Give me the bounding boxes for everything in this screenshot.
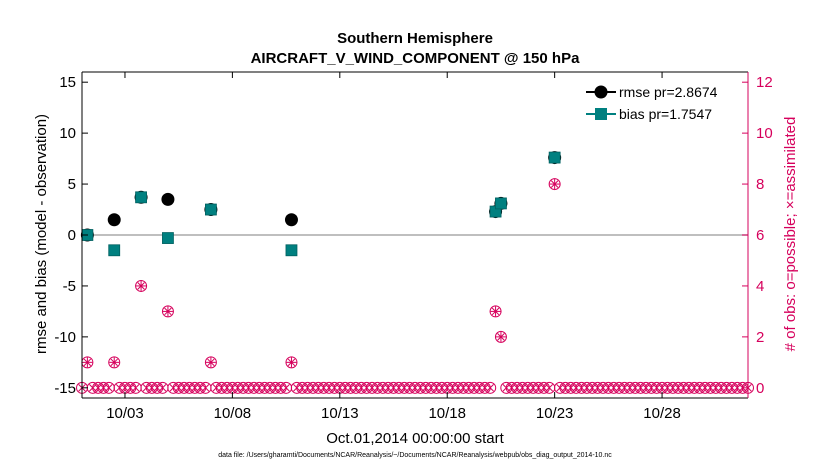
obs-count-marker xyxy=(285,356,298,369)
y-tick-label-right: 12 xyxy=(756,74,773,91)
obs-possible-circle xyxy=(204,356,217,369)
obs-count-marker xyxy=(494,330,507,343)
y-tick-label-left: 0 xyxy=(68,227,76,244)
x-tick-label: 10/23 xyxy=(536,405,574,422)
legend-bias-label: bias pr=1.7547 xyxy=(619,106,712,122)
obs-assimilated-cross xyxy=(282,384,290,392)
obs-possible-circle xyxy=(489,305,502,318)
x-tick-label: 10/13 xyxy=(321,405,359,422)
legend: rmse pr=2.8674 bias pr=1.7547 xyxy=(580,78,730,126)
y-tick-label-right: 8 xyxy=(756,176,764,193)
obs-possible-circle xyxy=(135,279,148,292)
y-tick-label-left: -10 xyxy=(54,329,76,346)
x-tick-label: 10/18 xyxy=(428,405,466,422)
bias-point xyxy=(285,244,298,257)
rmse-point xyxy=(107,213,121,227)
y-tick-label-right: 0 xyxy=(756,380,764,397)
obs-count-marker xyxy=(135,279,148,292)
obs-count-marker xyxy=(161,305,174,318)
obs-count-marker xyxy=(204,356,217,369)
axes: -15 -10 -5 0 5 10 15 0 2 4 6 8 10 12 10/03 10/08 10/13 10… xyxy=(54,71,773,422)
rmse-point xyxy=(284,213,298,227)
x-tick-label: 10/03 xyxy=(106,405,144,422)
obs-count-marker xyxy=(108,356,121,369)
chart-title-line-1: Southern Hemisphere xyxy=(337,30,493,47)
y-axis-label-left: rmse and bias (model - observation) xyxy=(33,114,50,354)
obs-assimilated-cross xyxy=(105,384,113,392)
obs-count-marker xyxy=(548,178,561,191)
y-tick-label-right: 4 xyxy=(756,278,764,295)
bias-point xyxy=(205,203,217,216)
y-tick-label-left: -15 xyxy=(54,380,76,397)
y-tick-label-right: 2 xyxy=(756,329,764,346)
data-file-footnote: data file: /Users/gharamti/Documents/NCA… xyxy=(218,452,612,459)
obs-assimilated-cross xyxy=(201,384,210,392)
bias-point xyxy=(548,151,561,164)
x-tick-label: 10/08 xyxy=(214,405,252,422)
obs-assimilated-cross xyxy=(486,384,494,392)
legend-rmse-marker xyxy=(594,85,608,99)
legend-bias-marker xyxy=(595,108,607,120)
bias-point xyxy=(135,191,147,204)
chart-title-line-2: AIRCRAFT_V_WIND_COMPONENT @ 150 hPa xyxy=(251,50,581,67)
obs-possible-circle xyxy=(161,305,174,318)
bias-point xyxy=(495,197,507,210)
obs-assimilated-cross xyxy=(158,384,167,392)
x-tick-label: 10/28 xyxy=(643,405,681,422)
y-tick-label-left: 5 xyxy=(68,176,76,193)
bias-point xyxy=(162,232,174,244)
x-axis-label: Oct.01,2014 00:00:00 start xyxy=(326,430,504,447)
y-tick-label-left: 15 xyxy=(59,74,76,91)
series-markers xyxy=(80,151,562,257)
obs-possible-circle xyxy=(484,381,497,394)
obs-possible-circle xyxy=(548,178,561,191)
obs-possible-circle xyxy=(285,356,298,369)
obs-count-markers xyxy=(76,178,754,394)
obs-count-marker xyxy=(489,305,502,318)
obs-assimilated-cross xyxy=(131,384,140,392)
y-tick-label-left: 10 xyxy=(59,125,76,142)
y-tick-label-left: -5 xyxy=(63,278,76,295)
obs-count-marker xyxy=(484,381,497,394)
obs-possible-circle xyxy=(494,330,507,343)
y-axis-label-right: # of obs: o=possible; ×=assimilated xyxy=(782,117,799,352)
y-tick-label-right: 10 xyxy=(756,125,773,142)
obs-count-marker xyxy=(81,356,94,369)
obs-assimilated-cross xyxy=(545,384,554,392)
bias-point xyxy=(108,244,121,257)
obs-possible-circle xyxy=(108,356,121,369)
legend-rmse-label: rmse pr=2.8674 xyxy=(619,84,718,100)
y-tick-label-right: 6 xyxy=(756,227,764,244)
rmse-point xyxy=(161,192,175,206)
